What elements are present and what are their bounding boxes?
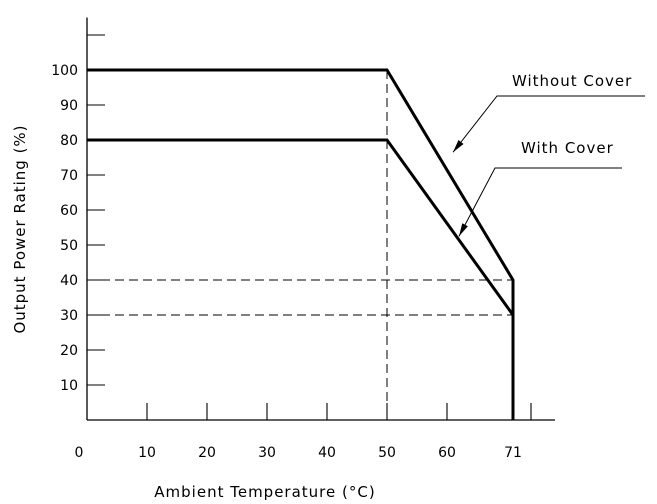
series-lines xyxy=(87,68,515,420)
y-tick-label: 10 xyxy=(60,378,78,394)
y-tick-label: 100 xyxy=(51,63,78,79)
annotations: Without Cover With Cover xyxy=(452,72,645,237)
x-tick-label: 0 xyxy=(75,445,84,461)
axes xyxy=(86,17,555,421)
annotation-leader-line xyxy=(452,95,645,153)
annotation-arrowhead xyxy=(459,223,468,237)
x-tick-label: 50 xyxy=(378,445,396,461)
annotation-arrowhead xyxy=(453,140,464,153)
y-tick-label: 40 xyxy=(60,273,78,289)
y-tick-label: 90 xyxy=(60,98,78,114)
x-tick-label: 20 xyxy=(198,445,216,461)
annotation-label: With Cover xyxy=(521,139,614,157)
series-line-with-cover xyxy=(87,138,515,420)
x-tick-label: 71 xyxy=(504,445,522,461)
y-tick-label: 80 xyxy=(60,133,78,149)
y-tick-label: 70 xyxy=(60,168,78,184)
y-tick-label: 60 xyxy=(60,203,78,219)
annotation-label: Without Cover xyxy=(512,72,632,90)
annotation-leader-line xyxy=(458,167,622,237)
axis-ticks: 10 20 30 40 50 60 70 80 90 100 0 10 20 30 40 50 60 71 xyxy=(51,34,532,461)
y-tick-label: 50 xyxy=(60,238,78,254)
series-line-without-cover xyxy=(87,68,515,420)
y-axis-title: Output Power Rating (%) xyxy=(11,124,29,333)
x-tick-label: 40 xyxy=(318,445,336,461)
y-tick-label: 30 xyxy=(60,308,78,324)
reference-lines xyxy=(87,70,513,420)
x-tick-label: 60 xyxy=(438,445,456,461)
y-tick-label: 20 xyxy=(60,343,78,359)
x-tick-label: 30 xyxy=(258,445,276,461)
x-tick-label: 10 xyxy=(138,445,156,461)
x-axis-title: Ambient Temperature (°C) xyxy=(154,483,375,501)
